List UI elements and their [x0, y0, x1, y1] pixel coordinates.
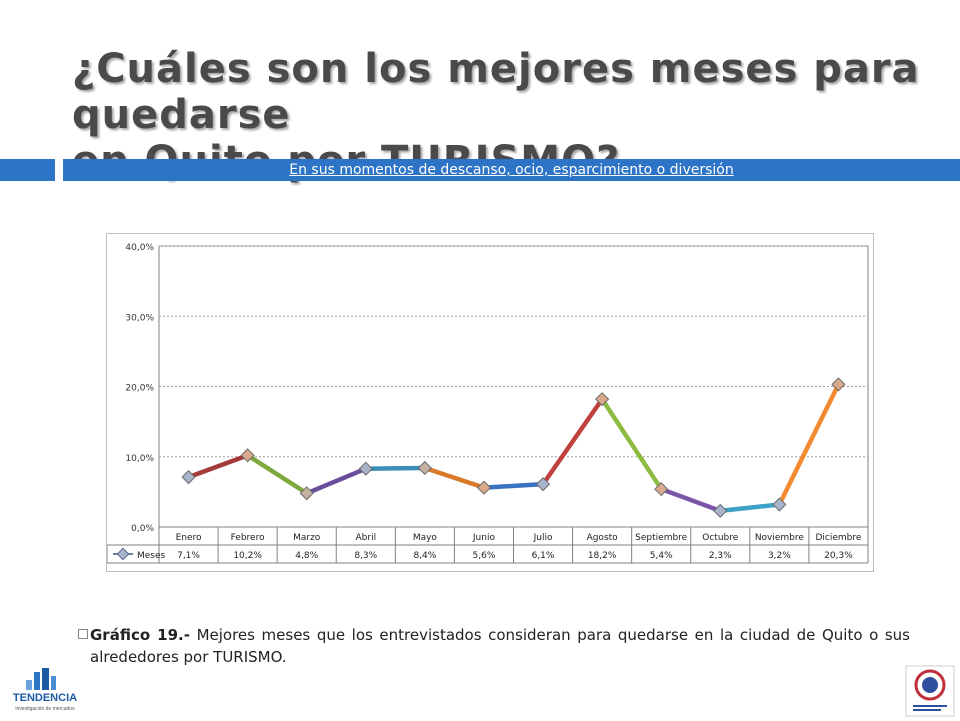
series-line-segment — [718, 502, 782, 514]
series-line-segment — [186, 453, 250, 480]
line-chart: 0,0% 10,0% 20,0% 30,0% 40,0% Enero Febrero Marz… — [106, 243, 869, 564]
data-value-label: 10,2% — [233, 551, 262, 561]
series-line-segment — [599, 396, 664, 492]
quito-turismo-logo — [905, 665, 955, 717]
chart-container: 0,0% 10,0% 20,0% 30,0% 40,0% Enero Febrero Marz… — [106, 233, 874, 572]
data-point — [535, 477, 551, 492]
x-category-label: Diciembre — [815, 533, 861, 543]
data-point — [772, 497, 787, 512]
x-category-label: Enero — [176, 533, 202, 543]
header-accent-bar — [0, 159, 55, 181]
data-value-label: 5,6% — [473, 551, 496, 561]
series-line-segment — [304, 466, 369, 496]
bullet-icon — [78, 629, 88, 639]
x-category-label: Junio — [472, 533, 496, 543]
data-value-label: 4,8% — [295, 551, 318, 561]
y-tick-label: 40,0% — [125, 243, 154, 253]
series-line-segment — [540, 396, 605, 487]
series-line-segment — [245, 453, 309, 496]
x-category-label: Julio — [533, 533, 553, 543]
data-point — [181, 470, 196, 485]
series-line-segment — [777, 382, 841, 507]
x-category-label: Febrero — [231, 533, 265, 543]
y-tick-label: 20,0% — [125, 384, 154, 394]
x-category-label: Septiembre — [635, 533, 688, 543]
data-point — [476, 480, 492, 495]
y-tick-label: 10,0% — [125, 454, 154, 464]
y-tick-label: 0,0% — [131, 524, 154, 534]
x-category-label: Noviembre — [755, 533, 805, 543]
x-category-label: Mayo — [413, 533, 438, 543]
subtitle: En sus momentos de descanso, ocio, espar… — [289, 162, 734, 178]
data-value-label: 5,4% — [650, 551, 673, 561]
caption-text: Mejores meses que los entrevistados cons… — [90, 626, 910, 666]
data-value-label: 6,1% — [532, 551, 555, 561]
chart-caption: Gráfico 19.- Mejores meses que los entre… — [78, 624, 910, 668]
y-tick-label: 30,0% — [125, 313, 154, 323]
x-category-label: Octubre — [702, 533, 738, 543]
caption-lead: Gráfico 19.- — [90, 626, 190, 644]
legend-marker — [116, 547, 130, 561]
data-value-label: 2,3% — [709, 551, 732, 561]
data-value-label: 8,3% — [354, 551, 377, 561]
data-point — [417, 460, 432, 476]
tendencia-logo-text: TENDENCIA — [13, 692, 77, 704]
series-line-segment — [422, 465, 487, 490]
series-line-segment — [363, 465, 428, 471]
x-category-label: Marzo — [293, 533, 321, 543]
legend-series-name: Meses — [137, 551, 166, 561]
data-value-label: 20,3% — [824, 551, 853, 561]
x-category-label: Agosto — [587, 533, 619, 543]
series-line-segment — [481, 481, 546, 490]
data-value-label: 18,2% — [588, 551, 617, 561]
series-line-segment — [658, 486, 723, 514]
data-value-label: 8,4% — [413, 551, 436, 561]
x-category-label: Abril — [356, 533, 377, 543]
data-point — [831, 377, 846, 392]
data-point — [240, 448, 255, 463]
title-line-1: ¿Cuáles son los mejores meses para queda… — [72, 46, 920, 138]
tendencia-logo-subtext: investigación de mercados — [15, 706, 75, 712]
data-point — [299, 486, 314, 501]
data-point — [358, 461, 373, 476]
data-point — [713, 503, 728, 518]
data-point — [595, 392, 610, 407]
subtitle-bar: En sus momentos de descanso, ocio, espar… — [63, 159, 960, 181]
data-value-label: 7,1% — [177, 551, 200, 561]
tendencia-logo: TENDENCIA investigación de mercados — [4, 668, 86, 714]
data-value-label: 3,2% — [768, 551, 791, 561]
data-point — [654, 481, 669, 497]
